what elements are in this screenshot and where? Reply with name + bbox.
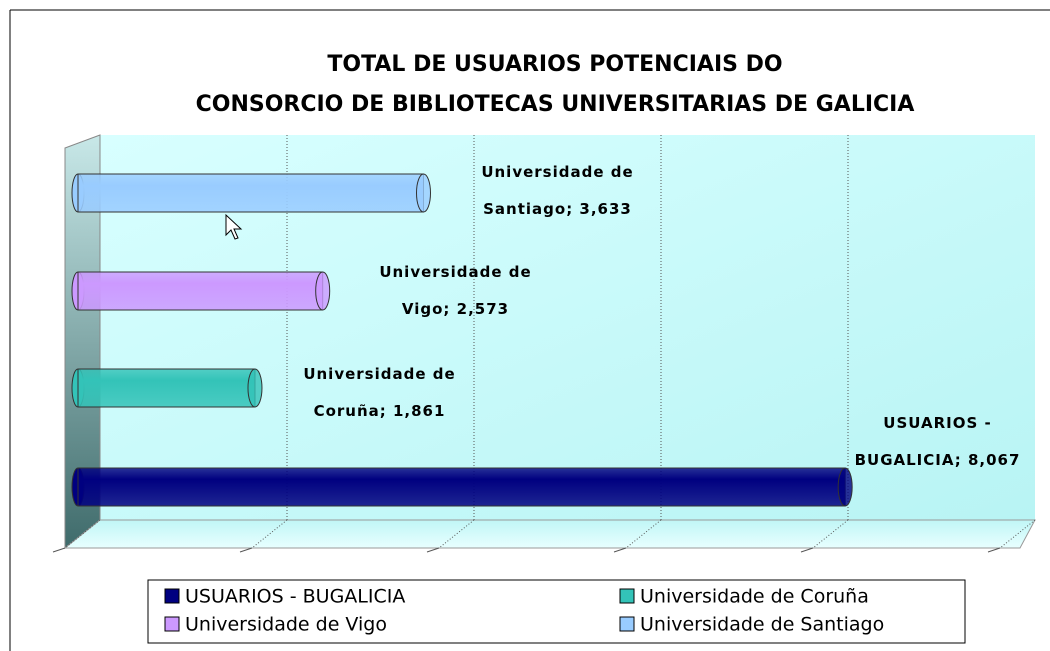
chart-title: TOTAL DE USUARIOS POTENCIAIS DO [327, 52, 782, 77]
bar-end-cap [837, 467, 853, 507]
legend-swatch [619, 616, 635, 632]
legend-swatch [164, 588, 180, 604]
tick-mark [613, 547, 627, 553]
tick-mark [987, 547, 1001, 553]
bar [77, 467, 846, 507]
chart-title: CONSORCIO DE BIBLIOTECAS UNIVERSITARIAS … [196, 92, 915, 117]
tick-mark [52, 547, 66, 553]
legend [147, 579, 966, 644]
bar-end-cap [247, 368, 263, 408]
legend-label: Universidade de Coruña [640, 586, 869, 608]
bar [77, 271, 324, 311]
back-wall [100, 135, 1035, 520]
legend-swatch [619, 588, 635, 604]
bar-end-cap [315, 271, 331, 311]
mouse-cursor [225, 213, 243, 240]
bar [77, 368, 256, 408]
bar [77, 173, 424, 213]
tick-mark [426, 547, 440, 553]
legend-label: Universidade de Vigo [185, 614, 387, 636]
legend-swatch [164, 616, 180, 632]
data-label: Universidade de Santiago; 3,633 [481, 163, 634, 218]
legend-label: USUARIOS - BUGALICIA [185, 586, 405, 608]
data-label: Universidade de Vigo; 2,573 [379, 263, 532, 318]
legend-label: Universidade de Santiago [640, 614, 884, 636]
data-label: Universidade de Coruña; 1,861 [303, 365, 456, 420]
bar-end-cap [415, 173, 431, 213]
tick-mark [239, 547, 253, 553]
tick-mark [800, 547, 814, 553]
data-label: USUARIOS - BUGALICIA; 8,067 [854, 414, 1021, 469]
floor [63, 519, 1036, 549]
